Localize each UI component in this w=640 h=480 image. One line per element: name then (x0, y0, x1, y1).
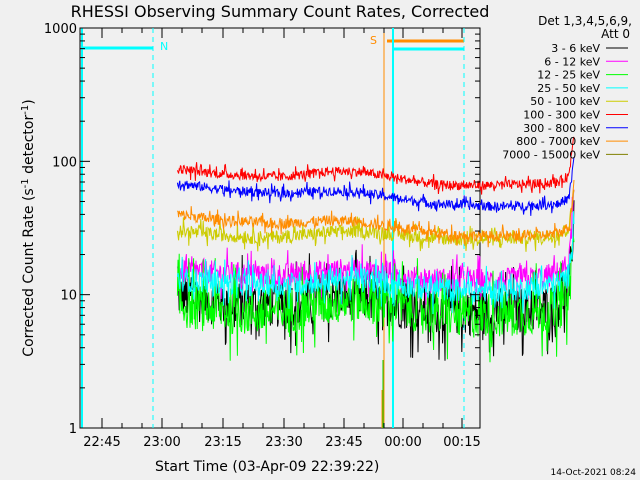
legend-label: 25 - 50 keV (537, 82, 600, 95)
x-tick-label: 23:00 (143, 435, 180, 450)
series-line-6 (176, 156, 575, 216)
legend-label: 300 - 800 keV (523, 122, 600, 135)
chart-title: RHESSI Observing Summary Count Rates, Co… (71, 2, 490, 21)
x-axis-label: Start Time (03-Apr-09 22:39:22) (155, 459, 379, 475)
x-tick-label: 23:45 (325, 435, 362, 450)
legend-label: 12 - 25 keV (537, 69, 600, 82)
y-axis: 1 10 100 1000 (44, 22, 480, 437)
axes: 1 10 100 1000 22:45 23:00 23:15 23:30 23:45 00:00… (44, 22, 481, 450)
y-axis-label-sup2: -1 (20, 105, 31, 115)
y-tick-label: 100 (52, 155, 77, 170)
legend-label: 50 - 100 keV (530, 95, 600, 108)
x-tick-label: 23:15 (204, 435, 241, 450)
y-tick-label: 10 (60, 289, 77, 304)
legend-label: 800 - 7000 keV (516, 135, 600, 148)
x-tick-label: 00:15 (443, 435, 480, 450)
series-line-3 (176, 210, 575, 315)
y-tick-label: 1000 (44, 22, 77, 37)
series-line-7 (176, 179, 575, 248)
legend-label: 6 - 12 keV (544, 55, 600, 68)
y-axis-label-part2: detector (21, 115, 37, 179)
legend-label: 3 - 6 keV (551, 42, 600, 55)
annotation-night-label: N (160, 40, 168, 53)
legend-label: 7000 - 15000 keV (502, 148, 600, 161)
legend-header-line2: Att 0 (601, 27, 630, 41)
series-line-5 (176, 136, 575, 195)
x-tick-label: 22:45 (83, 435, 120, 450)
legend-header-line1: Det 1,3,4,5,6,9, (538, 14, 632, 28)
y-axis-label-part1: Corrected Count Rate (s (21, 188, 37, 356)
x-axis: 22:45 23:00 23:15 23:30 23:45 00:00 00:15 (83, 28, 481, 450)
y-axis-label-part3: ) (21, 99, 37, 104)
series-line-2 (176, 236, 575, 363)
y-axis-label-sup1: -1 (20, 178, 31, 188)
series-layer (176, 136, 575, 428)
x-tick-label: 23:30 (265, 435, 302, 450)
annotation-saa-label: S (370, 34, 377, 47)
y-axis-label: Corrected Count Rate (s-1 detector-1) (20, 99, 37, 356)
legend-label: 100 - 300 keV (523, 109, 600, 122)
footer-timestamp: 14-Oct-2021 08:24 (551, 468, 637, 478)
x-tick-label: 00:00 (384, 435, 421, 450)
y-tick-label: 1 (69, 422, 77, 437)
